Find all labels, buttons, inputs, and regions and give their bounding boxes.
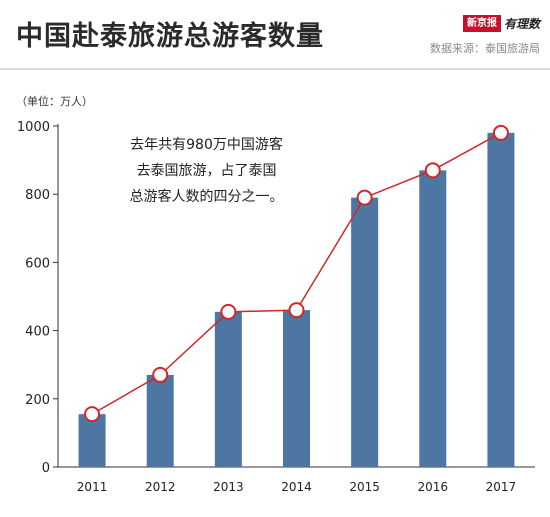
y-tick-label: 200 — [25, 393, 50, 408]
trend-point-2013 — [220, 303, 237, 320]
trend-point-2017 — [492, 124, 509, 141]
x-tick-label: 2016 — [418, 480, 449, 494]
x-tick-label: 2017 — [486, 480, 517, 494]
unit-label: （单位：万人） — [16, 95, 93, 108]
bar-2016 — [419, 170, 447, 467]
x-tick-label: 2014 — [281, 480, 312, 494]
trend-point-2012 — [152, 366, 169, 383]
trend-point-2011 — [84, 406, 101, 423]
y-tick-label: 800 — [25, 188, 50, 203]
annotation-line-2: 去泰国旅游，占了泰国 — [136, 163, 277, 179]
page-title: 中国赴泰旅游总游客数量 — [16, 21, 324, 52]
trend-point-2016 — [424, 162, 441, 179]
header-divider — [0, 68, 550, 70]
brand-name: 新京报 — [462, 15, 501, 32]
brand-logo: 新京报 有理数 — [462, 15, 540, 32]
x-tick-label: 2015 — [349, 480, 380, 494]
bar-2017 — [487, 132, 515, 467]
trend-point-2015 — [356, 189, 373, 206]
data-source: 数据来源：泰国旅游局 — [430, 42, 540, 55]
annotation-line-3: 总游客人数的四分之一。 — [129, 189, 284, 205]
bar-2013 — [214, 311, 242, 467]
bar-2012 — [146, 374, 174, 467]
y-tick-label: 400 — [25, 325, 50, 340]
bar-2011 — [78, 414, 106, 467]
trend-point-2014 — [288, 302, 305, 319]
brand-sub: 有理数 — [503, 17, 540, 31]
x-tick-label: 2013 — [213, 480, 244, 494]
y-tick-label: 0 — [42, 461, 50, 476]
x-tick-label: 2011 — [77, 480, 108, 494]
bar-2015 — [351, 197, 379, 468]
annotation-line-1: 去年共有980万中国游客 — [130, 137, 283, 153]
y-tick-label: 1000 — [17, 120, 50, 135]
y-tick-label: 600 — [25, 256, 50, 271]
bar-2014 — [283, 310, 310, 467]
x-tick-label: 2012 — [145, 480, 176, 494]
chart-annotation: 去年共有980万中国游客 去泰国旅游，占了泰国 总游客人数的四分之一。 — [104, 132, 309, 210]
